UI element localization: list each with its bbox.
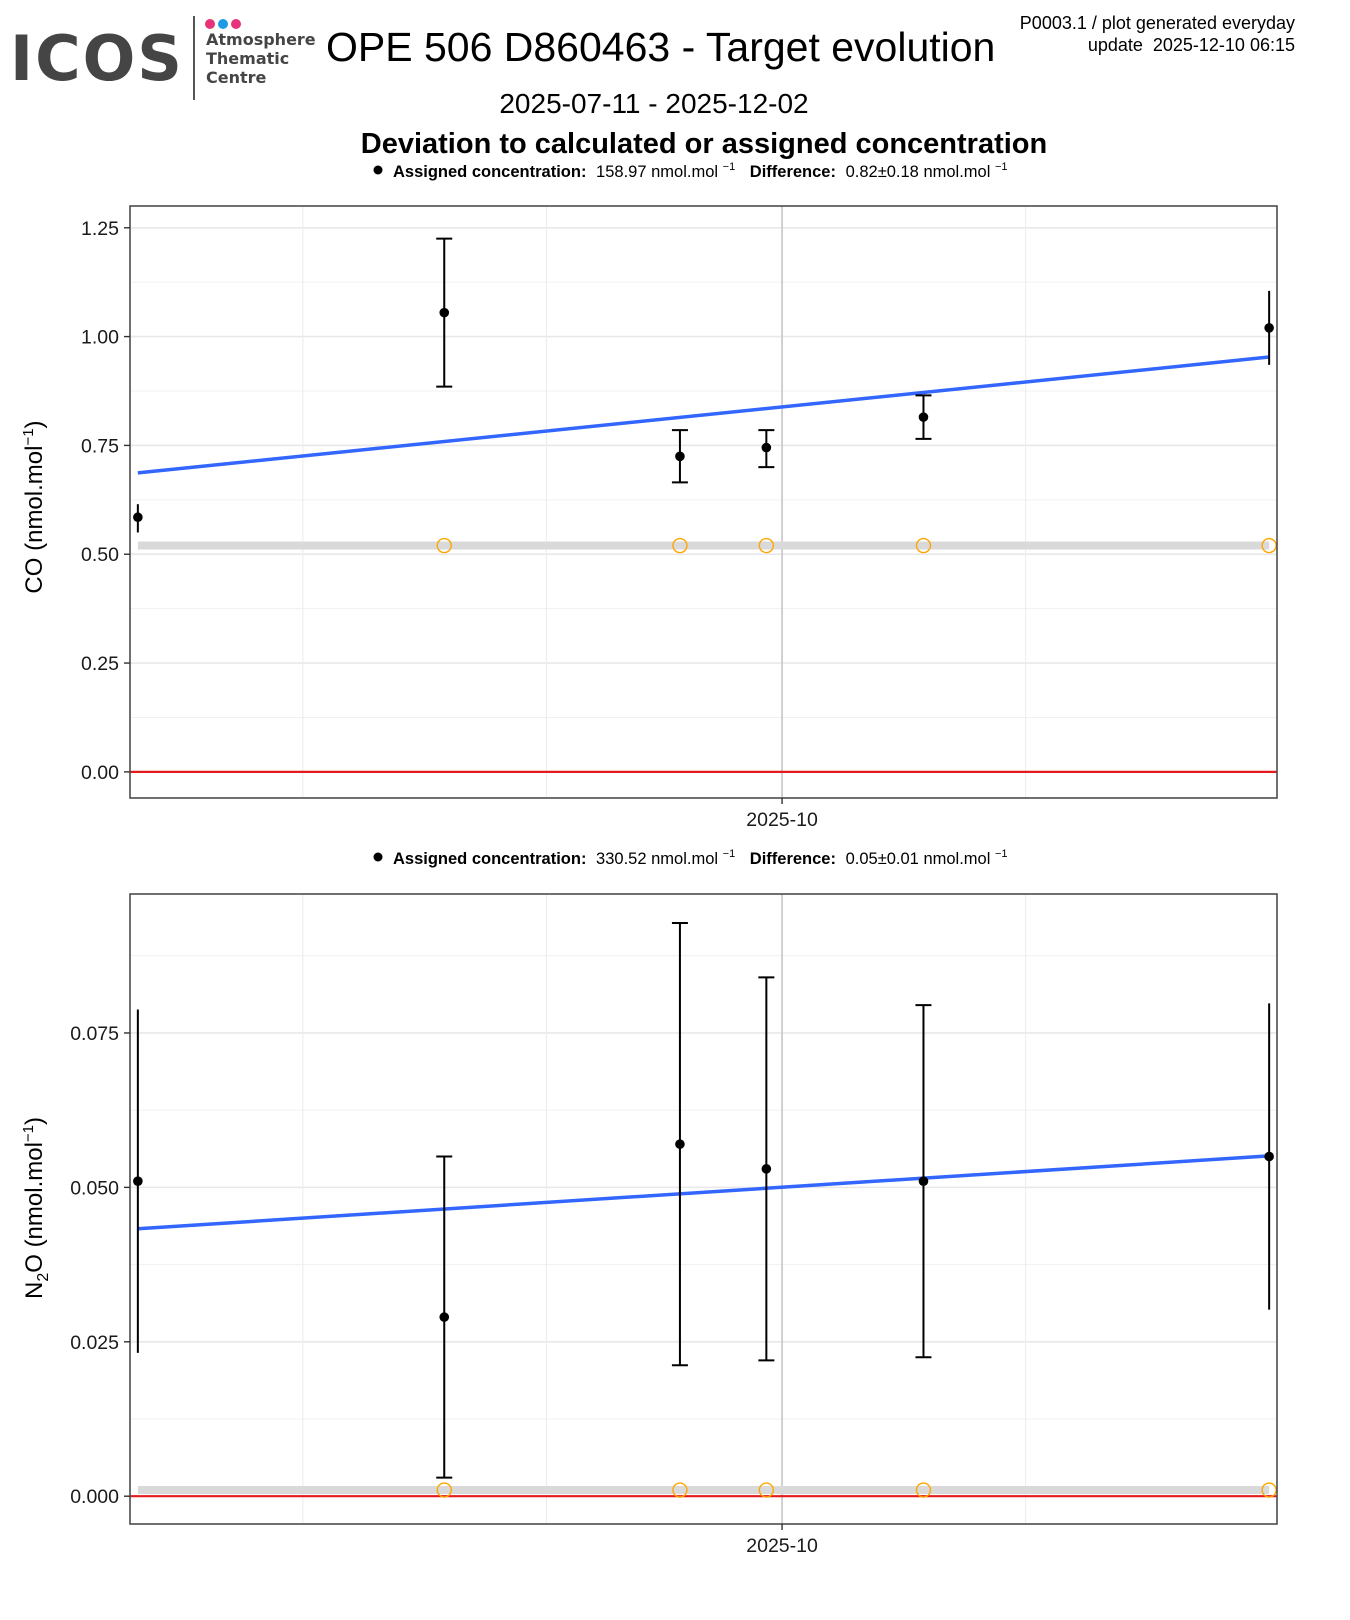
data-point-group [671,922,688,1367]
difference-value: 0.05±0.01 nmol.mol [846,850,991,868]
data-point-group [915,1004,932,1359]
trend-line [137,355,1270,475]
assigned-value: 330.52 nmol.mol [596,850,718,868]
logo-line-3: Centre [206,68,267,87]
data-point-group [758,429,775,469]
reference-band [137,1486,1270,1495]
data-point-group [671,429,688,484]
logo-wordmark: ICOS [10,22,184,95]
data-point-group [133,1009,143,1353]
unit-exponent: −1 [995,848,1008,860]
section-title: Deviation to calculated or assigned conc… [360,128,1048,160]
data-point [761,1164,772,1174]
data-point-group [1264,1003,1274,1310]
data-point [761,442,772,453]
legend-point-icon [373,165,383,175]
icos-logo: ICOS Atmosphere Thematic Centre [10,10,320,105]
y-tick-label: 0.025 [70,1332,119,1354]
difference-label: Difference: [750,163,836,181]
difference-value: 0.82±0.18 nmol.mol [846,163,991,181]
data-point-group [133,504,143,533]
data-point-group [915,394,932,440]
data-point [133,1176,143,1187]
y-tick-label: 0.50 [81,544,119,566]
y-tick-label: 1.25 [81,218,119,240]
n2o-subtitle: Assigned concentration: 330.52 nmol.mol … [373,848,1008,868]
co-chart: Assigned concentration: 158.97 nmol.mol … [20,160,1278,831]
logo-dots-icon [205,16,244,29]
n2o-chart: Assigned concentration: 330.52 nmol.mol … [20,848,1278,1557]
data-point [675,451,685,462]
y-tick-label: 0.050 [70,1177,119,1199]
data-point [1264,1151,1274,1162]
generation-info: P0003.1 / plot generated everyday update… [1020,12,1295,56]
difference-label: Difference: [750,850,836,868]
assigned-label: Assigned concentration: [393,163,586,181]
unit-exponent: −1 [723,161,736,173]
logo-dot-3 [231,19,241,29]
reference-point [915,1482,932,1498]
reference-band [137,541,1270,550]
reference-point [672,1482,688,1498]
y-tick-label: 0.25 [81,653,119,675]
co-subtitle: Assigned concentration: 158.97 nmol.mol … [373,160,1008,181]
x-tick-label: 2025-10 [746,1535,818,1557]
update-timestamp: update 2025-12-10 06:15 [1087,35,1295,55]
plot-frame [129,205,1278,799]
y-tick-label: 0.075 [70,1023,119,1045]
data-point [439,307,450,318]
logo-line-2: Thematic [206,49,290,68]
x-tick-label: 2025-10 [746,809,818,831]
data-point-group [758,976,775,1362]
n2o-grid [130,894,1277,1524]
data-point-group [1264,290,1274,365]
reference-point [1261,537,1277,554]
n2o-y-axis-label: N2O (nmol.mol−1) [20,1117,52,1299]
legend-point-icon [373,852,383,862]
reference-point [436,537,452,554]
reference-point [436,1482,452,1498]
data-point [675,1139,685,1149]
co-y-axis-label: CO (nmol.mol−1) [20,420,48,593]
page-title: OPE 506 D860463 - Target evolution [326,24,996,70]
reference-point [915,537,932,554]
y-tick-label: 1.00 [81,327,119,349]
logo-subtitle: Atmosphere Thematic Centre [206,30,316,87]
trend-line [137,1154,1270,1231]
data-point [918,1176,929,1187]
logo-separator [193,16,195,100]
plot-code: P0003.1 / plot generated everyday [1019,13,1295,33]
data-point-group [436,1155,453,1479]
logo-line-1: Atmosphere [206,30,316,49]
data-point [918,412,929,422]
plot-frame [129,893,1278,1525]
y-tick-label: 0.00 [81,762,119,784]
data-point [439,1312,450,1322]
data-point-group [436,237,453,388]
data-point [133,512,143,523]
date-range: 2025-07-11 - 2025-12-02 [499,88,809,119]
reference-point [672,537,688,554]
reference-point [758,537,775,554]
assigned-value: 158.97 nmol.mol [596,163,718,181]
data-point [1264,323,1274,333]
svg-text:Assigned concentration:: Assigned concentration: 158.97 nmol.mol … [393,160,1008,181]
reference-point [1261,1482,1277,1498]
logo-dot-2 [218,19,228,29]
logo-dot-1 [205,19,215,29]
y-tick-label: 0.000 [70,1486,119,1508]
unit-exponent: −1 [995,161,1008,173]
assigned-label: Assigned concentration: [393,850,586,868]
co-grid [130,206,1277,798]
unit-exponent: −1 [723,848,736,860]
y-tick-label: 0.75 [81,435,119,457]
svg-text:Assigned concentration:: Assigned concentration: 330.52 nmol.mol … [393,848,1008,868]
reference-point [758,1482,775,1498]
